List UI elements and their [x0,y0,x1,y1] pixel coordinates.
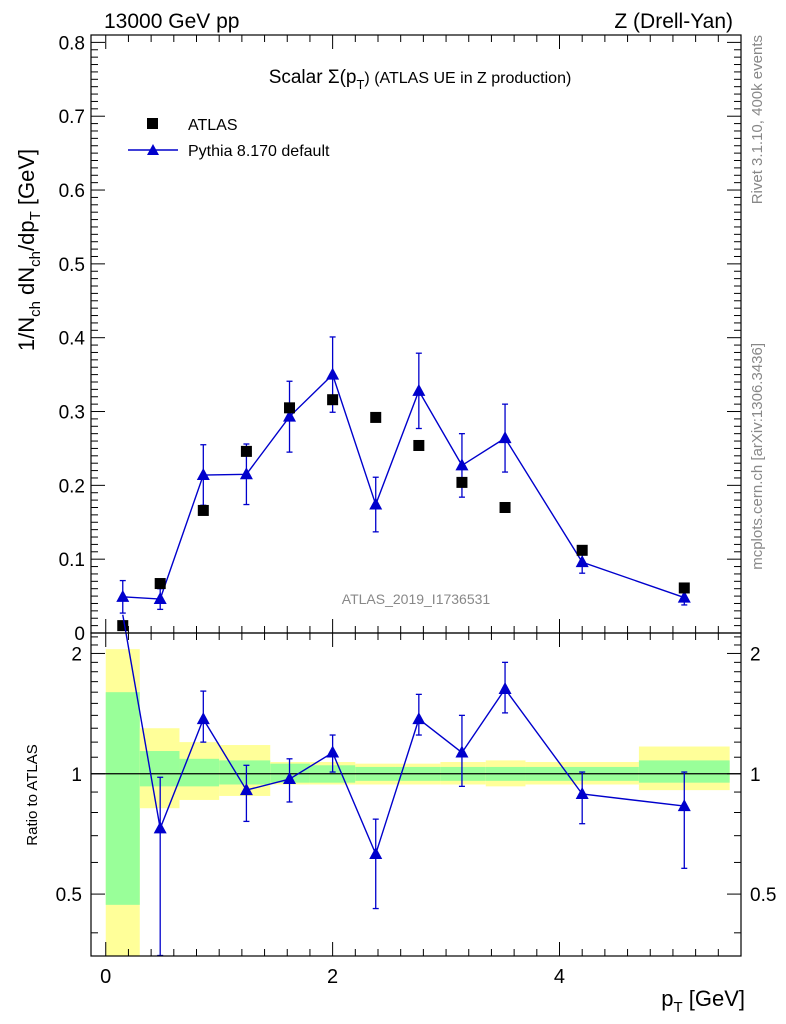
ratio-point [283,772,297,785]
y-tick-label: 0.2 [59,476,85,497]
y-axis-title-p2: dN [14,267,39,301]
ratio-y-axis-title: Ratio to ATLAS [24,744,41,845]
pythia-point [326,367,340,380]
ratio-point [369,846,383,859]
ratio-x-axis: 0 2 4 [100,633,742,988]
pythia-point [116,589,130,602]
pythia-point [575,555,589,568]
x-axis-title: pT [GeV] [661,986,745,1016]
y-tick-label: 0.1 [59,550,85,571]
x-tick-label: 2 [327,966,338,988]
pythia-series-line [122,373,685,600]
pythia-point [498,431,512,444]
ratio-point [412,712,426,725]
chart-title-prefix: Scalar Σ(p [269,67,357,88]
mcplots-label: mcplots.cern.ch [arXiv:1306.3436] [749,343,766,570]
x-axis-title-sub: T [673,999,682,1016]
y-axis-title-p1: 1/N [14,317,39,351]
y-tick-label: 0.6 [59,181,85,202]
pythia-point [239,467,253,480]
ratio-point [498,681,512,694]
y-tick-label: 0 [74,624,85,645]
x-tick-label: 0 [100,966,111,988]
atlas-point [154,578,166,590]
legend-pythia-marker [147,144,159,155]
atlas-point [678,582,690,594]
x-tick-label: 4 [554,966,565,988]
pythia-point [677,590,691,603]
atlas-point [413,439,425,451]
y-axis-title-s1: ch [27,301,44,317]
pythia-point [153,592,167,605]
ratio-y-tick-label-right: 2 [750,644,761,665]
main-plot-area [116,336,691,632]
pythia-point [283,409,297,422]
ratio-point [239,783,253,796]
atlas-point [456,476,468,488]
atlas-point [197,504,209,516]
pythia-point [412,383,426,396]
x-axis-title-main: p [661,986,673,1011]
legend-atlas-label: ATLAS [188,117,238,134]
atlas-point [240,445,252,457]
chart-title-suffix: ) (ATLAS UE in Z production) [364,70,571,87]
ratio-y-axis: 0.5 0.5 1 1 2 2 [56,636,776,934]
ratio-point [455,745,469,758]
y-axis-title-s2: ch [27,251,44,267]
atlas-point [327,394,339,406]
y-tick-label: 0.7 [59,107,85,128]
main-y-axis: 0 0.1 0.2 0.3 0.4 0.5 0.6 0.7 0.8 [59,33,741,645]
y-axis-title: 1/Nch dNch/dpT [GeV] [14,149,44,351]
y-tick-label: 0.4 [59,329,86,350]
uncertainty-band-green [105,692,140,905]
pythia-point [196,468,210,481]
atlas-point [284,402,296,414]
ratio-y-tick-label-right: 0.5 [750,885,776,906]
ratio-series-line [122,614,685,857]
ratio-point [575,786,589,799]
ratio-y-tick-label-right: 1 [750,765,761,786]
pythia-point [455,458,469,471]
pythia-point [369,497,383,510]
atlas-point [499,501,511,513]
uncertainty-band-green [219,760,271,785]
ratio-y-tick-label: 1 [71,765,82,786]
ratio-y-tick-label: 2 [71,644,82,665]
y-axis-title-p3: /dp [14,220,39,251]
y-axis-title-s3: T [27,211,44,220]
ratio-point [153,821,167,834]
main-panel: 0 0.1 0.2 0.3 0.4 0.5 0.6 0.7 0.8 Scalar Σ(pT) (… [59,33,742,645]
y-tick-label: 0.8 [59,33,85,54]
legend-atlas-marker [147,118,158,129]
atlas-point [576,544,588,556]
ratio-plot-area [91,614,741,957]
ratio-point [196,712,210,725]
header-left-label: 13000 GeV pp [104,10,239,33]
y-tick-label: 0.3 [59,403,85,424]
ratio-point [677,799,691,812]
atlas-point [370,411,382,423]
legend-pythia-label: Pythia 8.170 default [188,143,330,160]
y-tick-label: 0.5 [59,255,85,276]
legend: ATLAS Pythia 8.170 default [128,117,330,160]
y-axis-title-p4: [GeV] [14,149,39,211]
header-right-label: Z (Drell-Yan) [614,10,733,33]
ratio-y-tick-label: 0.5 [56,885,82,906]
analysis-watermark: ATLAS_2019_I1736531 [342,591,491,607]
ratio-frame [90,632,742,957]
chart-title: Scalar Σ(pT) (ATLAS UE in Z production) [269,67,572,92]
ratio-point [326,745,340,758]
rivet-version-label: Rivet 3.1.10, 400k events [749,35,766,204]
chart-title-sub: T [356,77,364,92]
main-x-ticks [105,35,742,633]
atlas-point [117,620,129,632]
x-axis-title-unit: [GeV] [683,986,745,1011]
